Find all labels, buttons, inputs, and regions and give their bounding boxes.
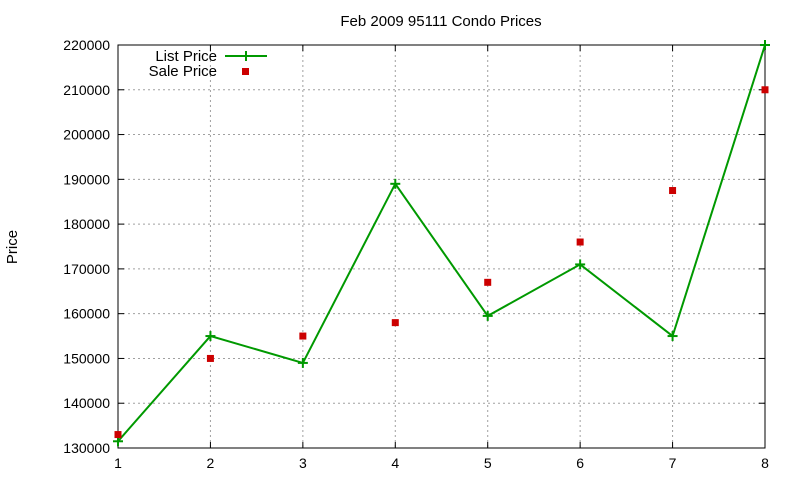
x-tick-label: 4 [391, 455, 399, 471]
y-axis-label: Price [4, 230, 21, 264]
point-list-price [390, 178, 401, 189]
y-tick-label: 210000 [63, 82, 110, 98]
y-tick-label: 160000 [63, 306, 110, 322]
point-list-price [575, 259, 586, 270]
y-tick-label: 140000 [63, 395, 110, 411]
x-ticks: 1 2 3 4 5 6 7 8 [114, 45, 769, 471]
x-tick-label: 5 [484, 455, 492, 471]
x-tick-label: 2 [207, 455, 215, 471]
chart-title: Feb 2009 95111 Condo Prices [340, 13, 541, 30]
point-sale-price [206, 354, 214, 362]
grid [118, 45, 765, 448]
y-tick-label: 180000 [63, 216, 110, 232]
x-tick-label: 7 [669, 455, 677, 471]
point-sale-price [114, 431, 122, 439]
y-tick-label: 220000 [63, 37, 110, 53]
x-tick-label: 1 [114, 455, 122, 471]
point-sale-price [761, 86, 769, 94]
point-sale-price [576, 238, 584, 246]
y-ticks: 130000 140000 150000 160000 170000 180000 1900… [63, 37, 765, 456]
point-list-price [760, 40, 770, 50]
legend-plus [241, 51, 251, 61]
plot-frame [117, 44, 766, 449]
legend-label-sale-price: Sale Price [149, 63, 217, 80]
y-tick-label: 170000 [63, 261, 110, 277]
legend-marker-sale-price [242, 68, 249, 75]
point-list-price [297, 357, 308, 368]
y-tick-label: 150000 [63, 350, 110, 366]
y-tick-label: 130000 [63, 440, 110, 456]
y-tick-label: 200000 [63, 127, 110, 143]
x-tick-label: 8 [761, 455, 769, 471]
x-tick-label: 3 [299, 455, 307, 471]
point-sale-price [669, 187, 677, 195]
series-line-list-price [117, 44, 766, 442]
point-sale-price [391, 319, 399, 327]
series-layer [113, 40, 770, 447]
x-tick-label: 6 [576, 455, 584, 471]
point-sale-price [484, 278, 492, 286]
point-list-price [482, 310, 493, 321]
legend-marker-list-price [241, 51, 251, 61]
legend: List Price Sale Price [149, 48, 267, 80]
point-list-price [667, 331, 678, 342]
y-tick-label: 190000 [63, 171, 110, 187]
point-list-price [205, 331, 216, 342]
point-sale-price [299, 332, 307, 340]
legend-label-list-price: List Price [155, 48, 217, 65]
